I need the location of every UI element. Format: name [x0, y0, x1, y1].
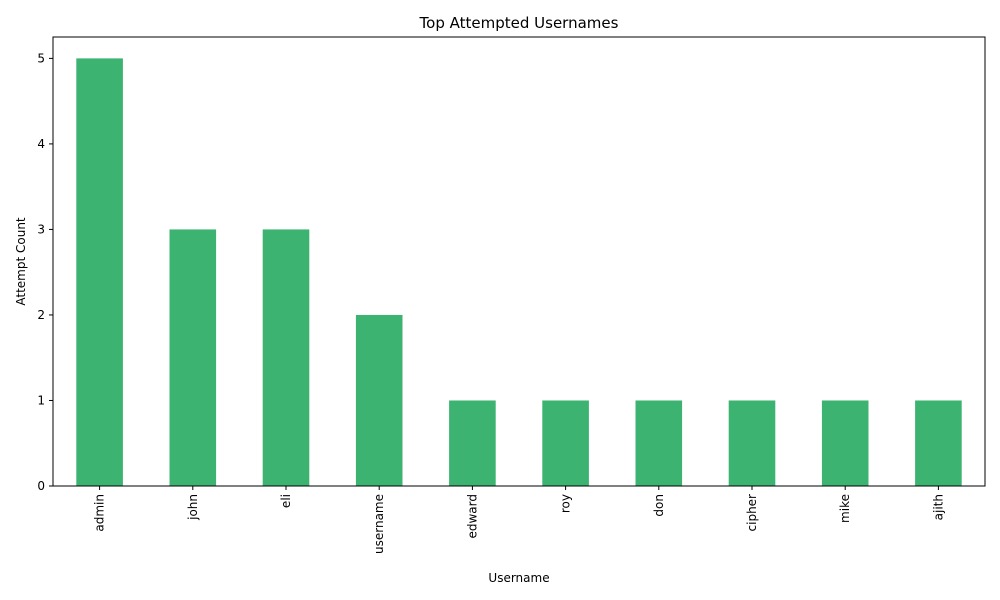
bar-edward	[449, 400, 496, 486]
x-tick-label-edward: edward	[465, 494, 479, 539]
y-tick-label: 2	[37, 308, 45, 322]
y-tick-label: 4	[37, 137, 45, 151]
y-tick-label: 3	[37, 222, 45, 236]
x-tick-label-username: username	[372, 494, 386, 554]
x-tick-label-cipher: cipher	[745, 494, 759, 532]
bars-layer	[76, 58, 962, 486]
x-axis-ticks: admin john eli username edward roy don cipher mi…	[93, 486, 945, 554]
bar-roy	[542, 400, 589, 486]
plot-frame	[52, 36, 986, 487]
x-tick-label-roy: roy	[559, 494, 573, 513]
y-axis-title: Attempt Count	[14, 217, 28, 306]
bar-john	[169, 229, 217, 486]
x-tick-label-don: don	[652, 494, 666, 517]
x-tick-label-ajith: ajith	[931, 494, 945, 520]
bar-mike	[821, 400, 869, 486]
y-tick-label: 5	[37, 51, 45, 65]
bar-don	[635, 400, 683, 486]
bar-admin	[76, 58, 123, 486]
bar-eli	[262, 229, 310, 486]
bar-ajith	[915, 400, 962, 486]
y-tick-label: 1	[37, 393, 45, 407]
bar-cipher	[728, 400, 776, 486]
x-tick-label-admin: admin	[93, 494, 107, 532]
x-tick-label-john: john	[186, 494, 200, 521]
y-axis-ticks: 0 1 2 3 4 5	[37, 51, 53, 493]
x-tick-label-eli: eli	[279, 494, 293, 508]
chart-title: Top Attempted Usernames	[419, 14, 619, 32]
x-axis-title: Username	[488, 571, 549, 585]
x-tick-label-mike: mike	[838, 494, 852, 523]
y-tick-label: 0	[37, 479, 45, 493]
bar-username	[355, 314, 403, 486]
